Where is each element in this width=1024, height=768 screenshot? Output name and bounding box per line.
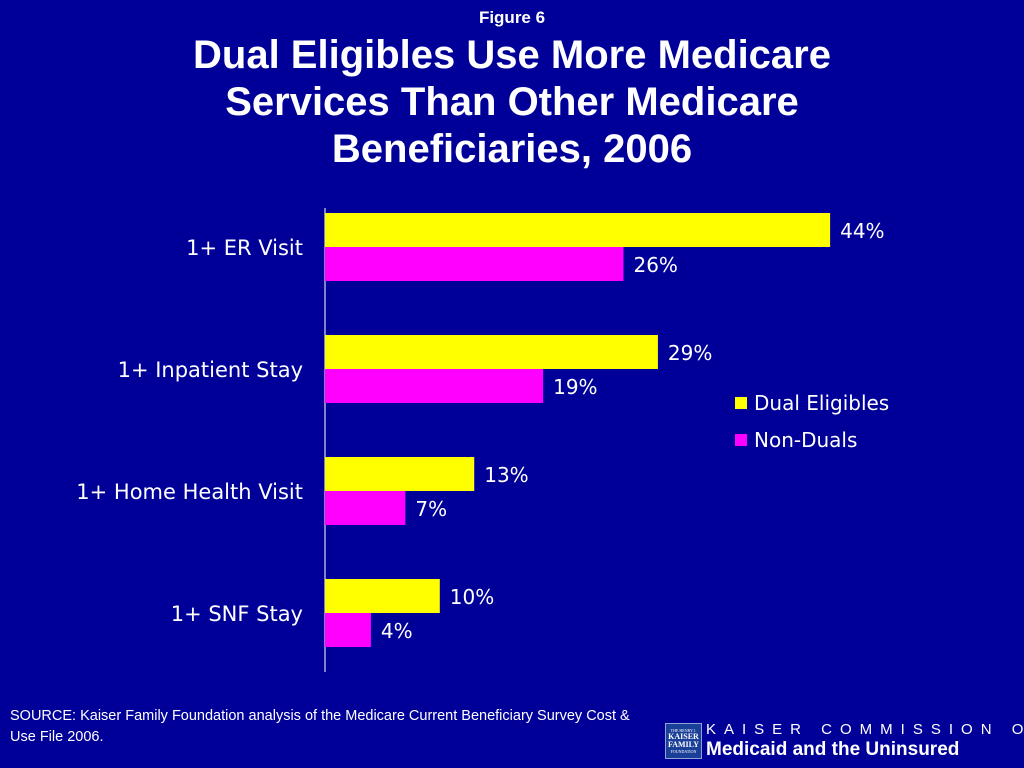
slide-title: Dual Eligibles Use More Medicare Service… [193, 33, 831, 171]
logo-line: FOUNDATION [670, 749, 697, 754]
source-note: SOURCE: Kaiser Family Foundation analysi… [10, 708, 630, 745]
data-label: 4% [381, 619, 413, 643]
data-label: 19% [553, 375, 597, 399]
medicaid-uninsured-line: Medicaid and the Uninsured [706, 739, 960, 760]
logo-line: FAMILY [667, 740, 700, 749]
category-label: 1+ ER Visit [186, 236, 303, 260]
category-label: 1+ Inpatient Stay [118, 358, 303, 382]
data-label: 26% [633, 253, 677, 277]
legend-swatch [735, 397, 747, 409]
dual-eligibles-bar [325, 579, 440, 613]
legend-label: Dual Eligibles [754, 391, 889, 415]
data-label: 7% [415, 497, 447, 521]
dual-eligibles-bar [325, 335, 658, 369]
non-duals-bar [325, 369, 544, 403]
data-label: 13% [484, 463, 528, 487]
commission-line: KAISER COMMISSION ON [706, 721, 1024, 738]
non-duals-bar [325, 613, 371, 647]
legend-swatch [735, 434, 747, 446]
data-label: 10% [450, 585, 494, 609]
legend-label: Non-Duals [754, 428, 857, 452]
dual-eligibles-bar [325, 213, 831, 247]
non-duals-bar [325, 491, 406, 525]
kaiser-family-foundation-logo: THE HENRY J. KAISER FAMILY FOUNDATION [665, 723, 702, 759]
dual-eligibles-bar [325, 457, 475, 491]
category-label: 1+ Home Health Visit [76, 480, 303, 504]
data-label: 29% [668, 341, 712, 365]
figure-label: Figure 6 [478, 8, 546, 27]
data-label: 44% [840, 219, 884, 243]
category-label: 1+ SNF Stay [171, 602, 303, 626]
non-duals-bar [325, 247, 624, 281]
logo-line: KAISER [668, 732, 699, 741]
logo-line: THE HENRY J. [670, 728, 697, 733]
